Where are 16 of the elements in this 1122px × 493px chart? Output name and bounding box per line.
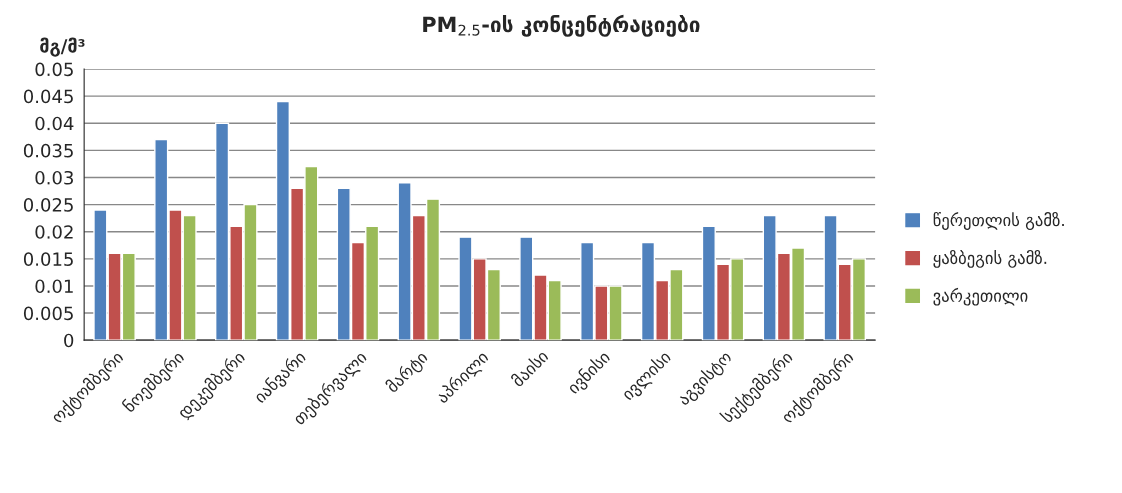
y-tick-label: 0.01 xyxy=(35,279,73,294)
legend-label: ყაზბეგის გამზ. xyxy=(933,249,1047,268)
legend-label: ვარკეთილი xyxy=(933,287,1028,306)
y-tick-label: 0.04 xyxy=(35,116,74,131)
y-axis-title: მგ/მ³ xyxy=(40,37,85,57)
y-tick-label: 0.005 xyxy=(23,306,73,321)
y-tick-label: 0.02 xyxy=(35,225,73,239)
chart-title: PM$_{2.5}$-ის კონცენტრაციები xyxy=(423,14,700,37)
y-tick-label: 0.015 xyxy=(23,252,73,266)
y-tick-label: 0.05 xyxy=(35,62,73,77)
y-tick-label: 0.03 xyxy=(35,170,73,185)
y-tick-label: 0.025 xyxy=(23,198,73,212)
y-tick-label: 0.035 xyxy=(23,143,73,158)
y-tick-label: 0 xyxy=(64,333,74,348)
legend-label: წერეთლის გამზ. xyxy=(933,212,1064,230)
y-tick-label: 0.045 xyxy=(23,89,73,104)
